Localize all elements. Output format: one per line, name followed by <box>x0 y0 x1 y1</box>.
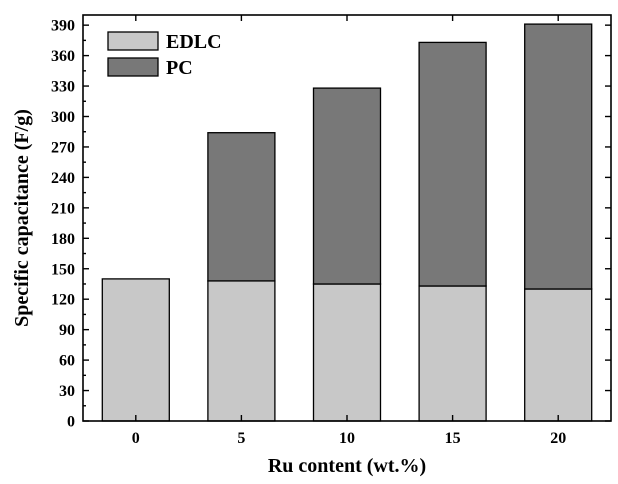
legend-label-pc: PC <box>166 57 193 79</box>
bar-pc-15 <box>419 42 486 286</box>
bar-edlc-20 <box>525 289 592 421</box>
bar-pc-5 <box>208 133 275 281</box>
bar-pc-20 <box>525 24 592 289</box>
x-tick-label: 5 <box>237 430 245 447</box>
y-axis-title: Specific capacitance (F/g) <box>11 109 33 327</box>
legend-swatch-pc <box>108 58 158 76</box>
bar-edlc-10 <box>314 284 381 421</box>
bar-edlc-5 <box>208 281 275 421</box>
y-tick-label: 120 <box>51 292 75 309</box>
y-tick-label: 30 <box>59 383 75 400</box>
y-tick-label: 390 <box>51 18 75 35</box>
y-tick-label: 240 <box>51 170 75 187</box>
y-tick-label: 300 <box>51 109 75 126</box>
bar-edlc-15 <box>419 286 486 421</box>
bar-edlc-0 <box>102 279 169 421</box>
bar-pc-10 <box>314 88 381 284</box>
y-tick-label: 60 <box>59 353 75 370</box>
x-tick-label: 0 <box>132 430 140 447</box>
y-tick-label: 270 <box>51 139 75 156</box>
y-tick-label: 210 <box>51 200 75 217</box>
bars-layer <box>102 24 591 421</box>
x-tick-label: 15 <box>445 430 461 447</box>
y-tick-label: 0 <box>67 414 75 431</box>
x-tick-label: 10 <box>339 430 355 447</box>
legend: EDLC PC <box>108 31 222 79</box>
y-tick-label: 90 <box>59 322 75 339</box>
y-tick-label: 360 <box>51 48 75 65</box>
legend-label-edlc: EDLC <box>166 31 222 53</box>
legend-swatch-edlc <box>108 32 158 50</box>
y-tick-label: 330 <box>51 79 75 96</box>
x-tick-label: 20 <box>550 430 566 447</box>
y-tick-label: 180 <box>51 231 75 248</box>
x-axis-title: Ru content (wt.%) <box>268 455 426 477</box>
y-tick-label: 150 <box>51 261 75 278</box>
